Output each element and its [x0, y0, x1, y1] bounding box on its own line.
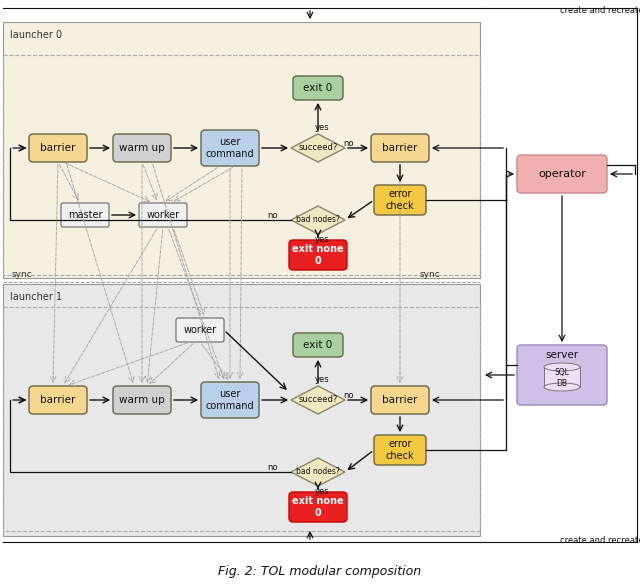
FancyBboxPatch shape [29, 386, 87, 414]
Text: error
check: error check [386, 439, 414, 461]
Text: barrier: barrier [382, 395, 418, 405]
FancyBboxPatch shape [201, 382, 259, 418]
FancyBboxPatch shape [517, 155, 607, 193]
FancyBboxPatch shape [289, 240, 347, 270]
FancyBboxPatch shape [289, 492, 347, 522]
Ellipse shape [544, 363, 580, 371]
FancyBboxPatch shape [61, 203, 109, 227]
Polygon shape [291, 386, 345, 414]
Text: warm up: warm up [119, 143, 165, 153]
Text: no: no [344, 139, 355, 148]
Bar [544, 367, 580, 387]
Text: worker: worker [184, 325, 216, 335]
FancyBboxPatch shape [293, 333, 343, 357]
Text: succeed?: succeed? [298, 396, 338, 405]
Text: server: server [545, 350, 579, 360]
Text: yes: yes [315, 487, 330, 496]
Bar [3, 22, 480, 278]
Text: user
command: user command [205, 389, 254, 411]
Polygon shape [291, 458, 345, 486]
Text: error
check: error check [386, 189, 414, 211]
Ellipse shape [544, 383, 580, 391]
Text: user
command: user command [205, 137, 254, 159]
Text: exit 0: exit 0 [303, 340, 333, 350]
Text: warm up: warm up [119, 395, 165, 405]
Bar [3, 284, 480, 536]
Text: create and recreate: create and recreate [560, 536, 640, 545]
Text: no: no [268, 463, 278, 472]
Text: master: master [68, 210, 102, 220]
Text: exit none
0: exit none 0 [292, 496, 344, 518]
FancyBboxPatch shape [139, 203, 187, 227]
Text: barrier: barrier [40, 143, 76, 153]
Text: exit none
0: exit none 0 [292, 244, 344, 266]
Text: sync: sync [12, 270, 33, 279]
Polygon shape [291, 206, 345, 234]
Text: create and recreate: create and recreate [560, 6, 640, 15]
Bar [3, 307, 480, 531]
FancyBboxPatch shape [374, 435, 426, 465]
Text: yes: yes [315, 236, 330, 245]
FancyBboxPatch shape [113, 134, 171, 162]
FancyBboxPatch shape [29, 134, 87, 162]
Text: barrier: barrier [382, 143, 418, 153]
FancyBboxPatch shape [201, 130, 259, 166]
Text: exit 0: exit 0 [303, 83, 333, 93]
Text: Fig. 2: TOL modular composition: Fig. 2: TOL modular composition [218, 566, 422, 579]
FancyBboxPatch shape [371, 134, 429, 162]
Text: launcher 0: launcher 0 [10, 30, 62, 40]
FancyBboxPatch shape [176, 318, 224, 342]
Bar [3, 55, 480, 275]
Text: SQL
DB: SQL DB [555, 368, 570, 387]
Text: bad nodes?: bad nodes? [296, 467, 340, 476]
FancyBboxPatch shape [371, 386, 429, 414]
Polygon shape [291, 134, 345, 162]
Text: yes: yes [315, 376, 330, 385]
Text: no: no [344, 390, 355, 399]
FancyBboxPatch shape [113, 386, 171, 414]
Text: sync: sync [420, 270, 441, 279]
Text: yes: yes [315, 123, 330, 132]
Text: operator: operator [538, 169, 586, 179]
FancyBboxPatch shape [517, 345, 607, 405]
Text: succeed?: succeed? [298, 143, 338, 152]
Text: bad nodes?: bad nodes? [296, 215, 340, 225]
Text: barrier: barrier [40, 395, 76, 405]
Text: launcher 1: launcher 1 [10, 292, 62, 302]
Text: worker: worker [147, 210, 180, 220]
FancyBboxPatch shape [293, 76, 343, 100]
FancyBboxPatch shape [374, 185, 426, 215]
Text: no: no [268, 211, 278, 219]
